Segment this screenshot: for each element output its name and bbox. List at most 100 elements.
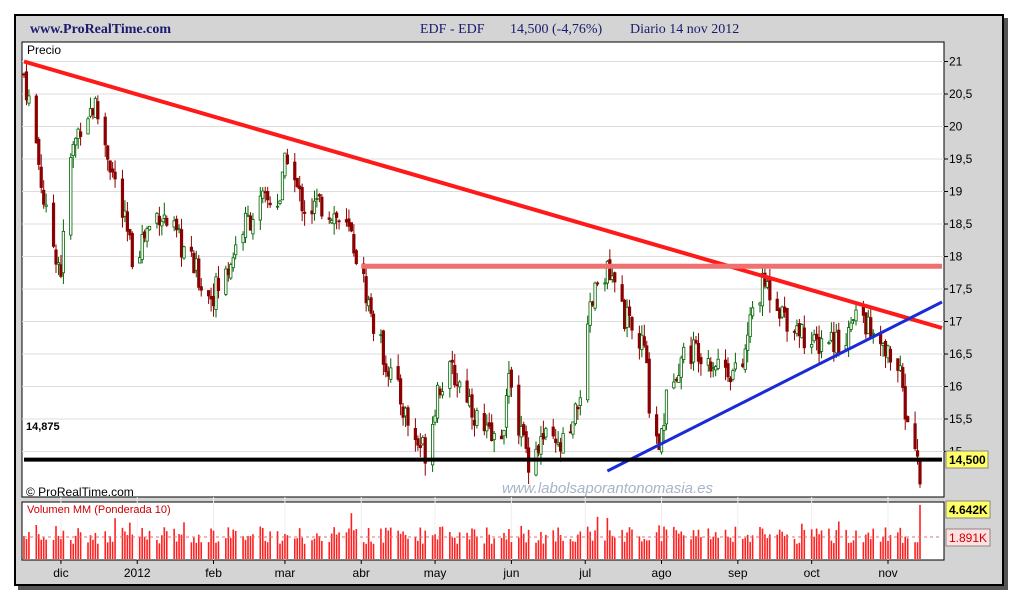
price-candle-body [192,252,196,274]
price-candle-body [746,334,750,351]
price-candle-body [450,359,454,363]
price-candle-body [603,282,607,285]
price-candle-body [229,264,233,279]
price-candle-body [266,191,270,201]
volume-panel-title: Volumen MM (Ponderada 10) [27,504,171,516]
price-candle-body [556,442,560,445]
price-candles [22,64,922,488]
price-candle-body [888,348,893,363]
price-tick-label: 19,5 [949,152,973,166]
date-tick-label: sep [728,566,748,580]
price-candle-body [573,403,577,425]
price-candle-body [56,262,61,265]
price-candle-body [34,95,38,144]
price-candle-body [86,118,90,135]
price-candle-body [728,377,733,383]
price-candle-body [71,144,75,156]
price-candle-body [79,131,83,137]
price-candle-body [748,314,752,338]
price-candle-body [502,430,506,437]
volume-panel [21,501,945,561]
price-candle-body [551,426,555,437]
date-tick-label: abr [353,566,370,580]
price-candle-body [74,137,78,146]
price-candle-body [778,308,782,319]
price-candle-body [554,438,558,443]
price-candle-body [586,323,590,401]
price-candle-body [189,246,193,252]
price-candle-body [337,220,341,223]
price-candle-body [448,361,452,389]
price-candle-body [716,358,720,369]
price-candle-body [300,187,304,212]
last-price-label: 14,500 [949,453,986,467]
price-candle-body [42,189,46,205]
price-candle-body [431,423,435,466]
price-candle-body [871,332,875,335]
price-candle-body [209,296,213,300]
price-candle-body [689,345,693,364]
price-candle-body [93,98,97,118]
date-axis: dic 2012 feb mar abr may jun jul ago sep oct nov [53,560,898,580]
price-candle-body [613,272,617,283]
price-candle-body [371,313,376,334]
price-candle-body [898,365,902,371]
price-candle-body [785,307,789,332]
price-candle-body [59,264,63,277]
price-candle-body [226,268,230,276]
price-candle-body [640,334,644,351]
price-candle-body [662,425,666,431]
price-candle-body [278,200,282,204]
price-candle-body [810,343,814,348]
price-candle-body [571,421,575,435]
price-candle-body [211,295,216,307]
price-candle-body [403,407,408,417]
price-candle-body [903,386,907,420]
support-value-label: 14,875 [26,421,60,433]
last-price-box [945,450,989,469]
price-candle-body [327,217,331,220]
price-candle-body [157,215,161,226]
price-candle-body [381,330,385,365]
price-candle-body [834,331,838,354]
site-title[interactable]: www.ProRealTime.com [30,22,172,37]
price-candle-body [123,210,127,217]
price-candle-body [453,364,457,386]
price-candle-body [347,218,351,227]
price-candle-body [864,312,868,335]
price-candle-body [630,317,634,331]
price-candle-body [559,442,563,452]
price-candle-body [623,299,627,329]
price-candle-body [293,161,297,181]
price-candle-body [145,228,149,242]
price-candle-body [851,319,856,322]
price-candle-body [482,413,486,432]
watermark-text: www.labolsaporantonomasia.es [502,480,713,497]
price-candle-body [765,281,769,288]
price-candle-body [295,177,299,188]
price-candle-body [691,339,696,363]
price-candle-body [829,331,833,341]
price-candle-body [224,268,228,295]
price-panel-title: Precio [27,43,61,57]
price-tick-label: 18,5 [949,217,973,231]
price-grid [22,61,944,560]
price-candle-body [332,213,336,225]
price-candle-body [369,297,373,314]
price-candle-body [248,215,253,231]
price-candle-body [88,108,93,117]
price-candle-body [303,211,307,214]
price-candle-body [421,437,425,445]
price-candle-body [472,419,477,426]
price-candle-body [423,437,427,464]
price-candle-body [61,230,65,274]
price-candle-body [458,381,462,388]
price-tick-label: 17 [949,315,963,329]
price-candle-body [310,210,314,215]
price-candle-body [866,316,870,334]
price-candle-body [627,306,632,316]
price-candle-body [568,431,573,434]
price-candle-body [758,302,762,306]
price-candle-body [384,363,388,373]
